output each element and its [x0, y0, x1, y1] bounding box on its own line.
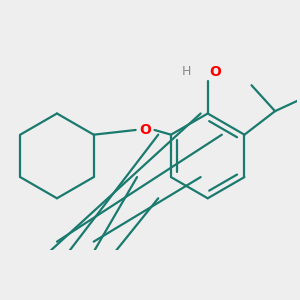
Text: O: O	[139, 123, 151, 137]
Text: H: H	[182, 65, 191, 78]
Text: O: O	[209, 65, 221, 79]
